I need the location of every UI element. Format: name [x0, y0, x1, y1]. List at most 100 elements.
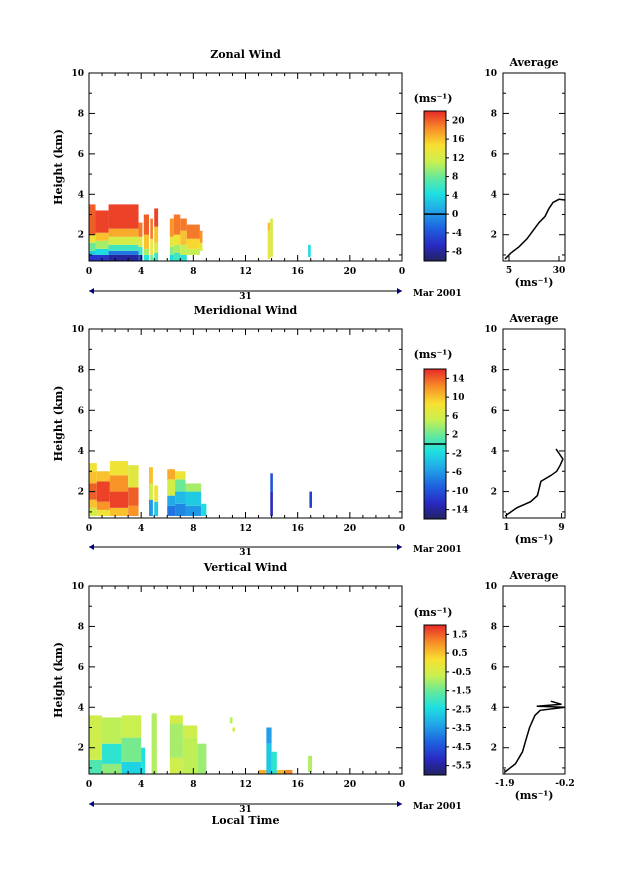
heatmap-cell	[108, 204, 139, 229]
heatmap-cell	[108, 254, 139, 261]
profile-y-tick-label: 6	[491, 150, 497, 160]
y-tick-label: 4	[78, 447, 84, 457]
y-tick-label: 6	[78, 663, 84, 673]
heatmap-cell	[151, 713, 157, 774]
heatmap-cell	[270, 491, 273, 516]
x-axis-label: Local Time	[212, 814, 280, 827]
heatmap-cell	[185, 483, 202, 492]
profile-y-tick-label: 6	[491, 663, 497, 673]
profile-x-tick-label: 1	[503, 523, 509, 533]
heatmap-cell	[270, 218, 273, 257]
heatmap-cell	[89, 759, 103, 774]
profile-y-tick-label: 10	[484, 582, 497, 592]
heatmap-cell	[169, 246, 174, 255]
heatmap-cell	[267, 230, 271, 259]
heatmap-cell	[108, 250, 139, 255]
heatmap-cell	[182, 737, 198, 774]
heatmap-cell	[186, 224, 200, 239]
colorbar-tick-label: 4	[452, 191, 458, 201]
x-tick-label: 0	[86, 524, 92, 534]
heatmap-cell	[102, 717, 122, 744]
heatmap-cell	[89, 204, 96, 235]
profile-x-label: (ms⁻¹)	[515, 789, 554, 802]
heatmap-cell	[89, 715, 103, 760]
heatmap-cell	[180, 254, 187, 261]
heatmap-cell	[138, 254, 143, 261]
heatmap-cell	[109, 475, 129, 492]
heatmap-cell	[309, 491, 313, 508]
heatmap-cell	[128, 465, 139, 488]
x-tick-label: 12	[239, 780, 252, 790]
heatmap-cell	[169, 236, 174, 247]
profile-x-tick-label: 9	[558, 523, 564, 533]
plot-title: Vertical Wind	[203, 561, 288, 574]
profile-x-label: (ms⁻¹)	[515, 276, 554, 289]
heatmap-cell	[121, 715, 142, 738]
heatmap-cell	[167, 479, 176, 496]
colorbar-unit: (ms⁻¹)	[414, 348, 453, 361]
colorbar-tick-label: 1.5	[452, 630, 468, 640]
heatmap-cell	[128, 505, 139, 516]
y-axis-label: Height (km)	[52, 386, 65, 462]
profile-line	[504, 700, 566, 773]
heatmap-cell	[138, 236, 143, 247]
date-label: 31	[239, 805, 252, 815]
heatmap-cell	[186, 248, 200, 255]
profile-line	[504, 198, 566, 260]
colorbar-tick-label: 6	[452, 412, 458, 422]
heatmap-cell	[148, 467, 153, 484]
heatmap-cell	[138, 246, 143, 255]
y-tick-label: 8	[78, 366, 84, 376]
heatmap-cell	[199, 230, 203, 243]
profile-y-tick-label: 4	[491, 447, 497, 457]
heatmap-cell	[109, 461, 129, 476]
heatmap-cell	[150, 254, 153, 261]
heatmap-cell	[109, 491, 129, 508]
heatmap-cell	[180, 244, 187, 255]
heatmap-cell	[102, 743, 122, 764]
profile-y-tick-label: 10	[484, 69, 497, 79]
heatmap-cell	[201, 503, 207, 516]
colorbar-tick-label: -5.5	[452, 762, 471, 772]
heatmap-cell	[96, 481, 110, 502]
x-tick-label: 0	[399, 267, 405, 277]
heatmap-cell	[169, 723, 183, 758]
heatmap-cell	[167, 495, 176, 506]
heatmap-cell	[266, 727, 272, 744]
profile-y-tick-label: 6	[491, 406, 497, 416]
month-label: Mar 2001	[413, 289, 462, 299]
date-label: 31	[239, 292, 252, 302]
heatmap-cell	[169, 218, 174, 237]
heatmap-cell	[169, 254, 174, 261]
profile-title: Average	[508, 312, 558, 325]
heatmap-cell	[96, 501, 110, 510]
heatmap-cell	[284, 769, 293, 774]
profile-x-tick-label: 5	[506, 266, 512, 276]
colorbar-tick-label: -2	[452, 449, 462, 459]
heatmap-cell	[96, 509, 110, 516]
colorbar-tick-label: -3.5	[452, 724, 471, 734]
heatmap-cell	[143, 254, 149, 261]
date-axis-start-marker	[89, 288, 94, 294]
heatmap-cell	[89, 234, 96, 243]
heatmap-cell	[276, 769, 285, 774]
x-tick-label: 20	[344, 780, 357, 790]
y-tick-label: 10	[71, 582, 84, 592]
profile-x-tick-label: -0.2	[555, 779, 574, 789]
y-axis-label: Height (km)	[52, 129, 65, 205]
month-label: Mar 2001	[413, 802, 462, 812]
plot-title: Zonal Wind	[210, 48, 281, 61]
colorbar-tick-label: 2	[452, 431, 458, 441]
heatmap-cell	[138, 222, 143, 237]
heatmap-cell	[154, 485, 159, 502]
heatmap-cell	[186, 238, 200, 249]
profile-y-tick-label: 2	[491, 231, 497, 241]
heatmap-cell	[175, 471, 186, 480]
colorbar-tick-label: 12	[452, 154, 465, 164]
colorbar-unit: (ms⁻¹)	[414, 92, 453, 105]
colorbar-tick-label: -4	[452, 229, 462, 239]
x-tick-label: 4	[138, 780, 144, 790]
heatmap-cell	[229, 717, 233, 724]
